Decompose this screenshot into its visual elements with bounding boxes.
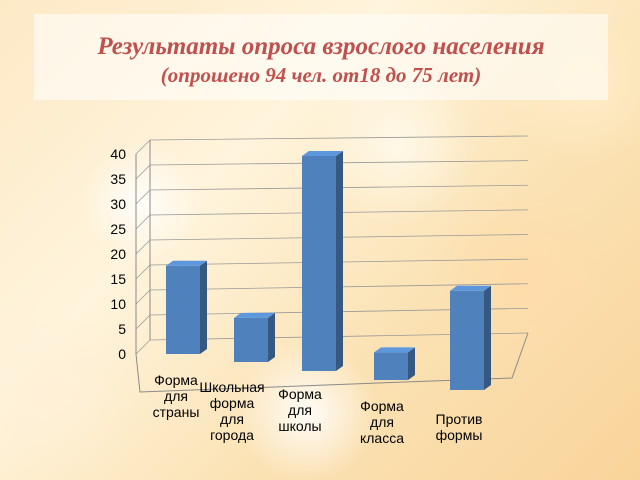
chart-subtitle: (опрошено 94 чел. от18 до 75 лет) [160,63,482,87]
bar-side [484,285,491,390]
bar-side [408,347,415,380]
x-category-label: Против формы [436,411,483,443]
bar-top [166,260,207,266]
bars [166,151,491,390]
gridline-side [135,139,151,155]
gridline-side [135,214,151,230]
bar-side [268,312,275,362]
y-tick-label: 15 [110,271,126,287]
y-tick-label: 5 [118,321,126,337]
x-category-label: Школьная форма для города [199,379,264,443]
gridline-side [135,339,151,355]
gridline-side [135,239,151,255]
x-category-label: Форма для страны [153,372,200,420]
y-tick-label: 30 [110,196,126,212]
y-tick-label: 10 [110,296,126,312]
bar [166,265,200,354]
axes [135,140,529,393]
gridline-side [135,189,151,205]
bar-top [374,347,415,353]
bar [302,156,336,371]
gridline [149,135,529,141]
y-tick-label: 25 [110,221,126,237]
bar-top [302,151,343,156]
y-tick-label: 20 [110,246,126,262]
chart-title: Результаты опроса взрослого населения [97,33,545,60]
y-axis-ticks: 0 5 10 15 20 25 30 35 40 [110,146,126,362]
bar-side [200,260,207,354]
title-box: Результаты опроса взрослого населения (о… [34,14,608,100]
bar [234,317,268,362]
bar [374,352,408,380]
y-tick-label: 35 [110,171,126,187]
y-tick-label: 0 [118,346,126,362]
bar-top [450,285,491,291]
bar-side [336,151,343,371]
gridline-side [135,264,151,280]
floor-outline [135,332,529,393]
gridline-side [135,314,151,330]
gridline-side [135,164,151,180]
x-category-label: Форма для школы [278,386,322,434]
gridline-side [135,289,151,305]
x-category-label: Форма для класса [360,398,404,446]
bar [450,290,484,390]
y-tick-label: 40 [110,146,126,162]
bar-top [234,312,275,318]
